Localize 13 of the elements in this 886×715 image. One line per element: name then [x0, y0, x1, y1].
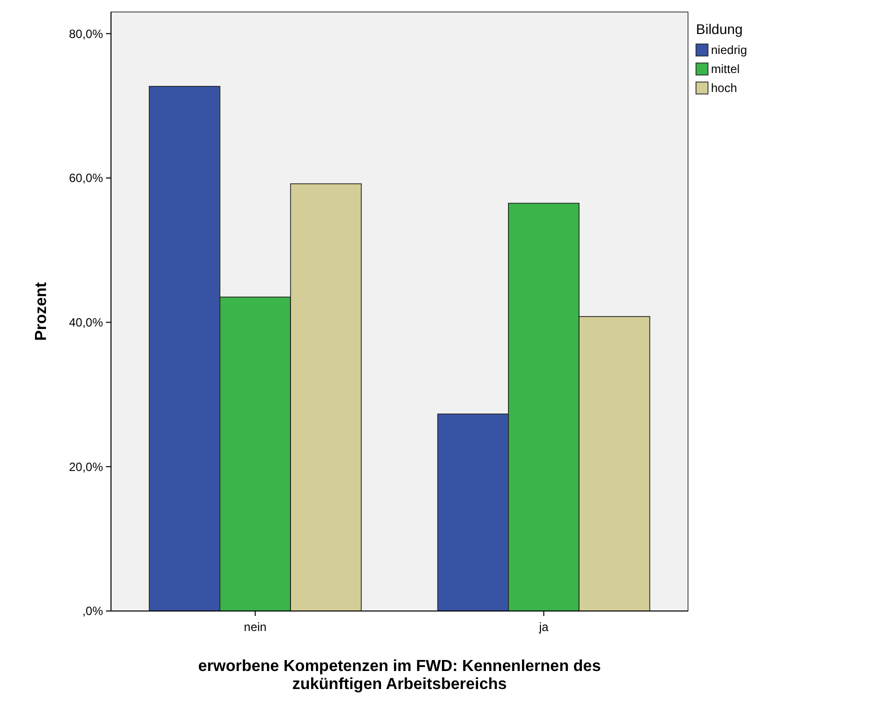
legend-label: niedrig [711, 43, 748, 58]
y-tick-label: 80,0% [68, 26, 104, 41]
y-tick-label: 20,0% [68, 460, 104, 474]
y-axis-title: Prozent [33, 281, 50, 341]
legend-label: mittel [711, 62, 740, 76]
y-tick-label: 60,0% [68, 171, 104, 186]
legend-label: hoch [711, 81, 738, 96]
x-axis-title: erworbene Kompetenzen im FWD: Kennenlernen des zukünftigen Arbeitsbereichs [198, 658, 601, 693]
y-tick-label: 40,0% [68, 316, 104, 330]
x-tick-label: ja [538, 620, 549, 634]
legend-title: Bildung [696, 21, 743, 37]
x-tick-label: nein [244, 620, 267, 634]
y-tick-label: ,0% [82, 604, 104, 618]
